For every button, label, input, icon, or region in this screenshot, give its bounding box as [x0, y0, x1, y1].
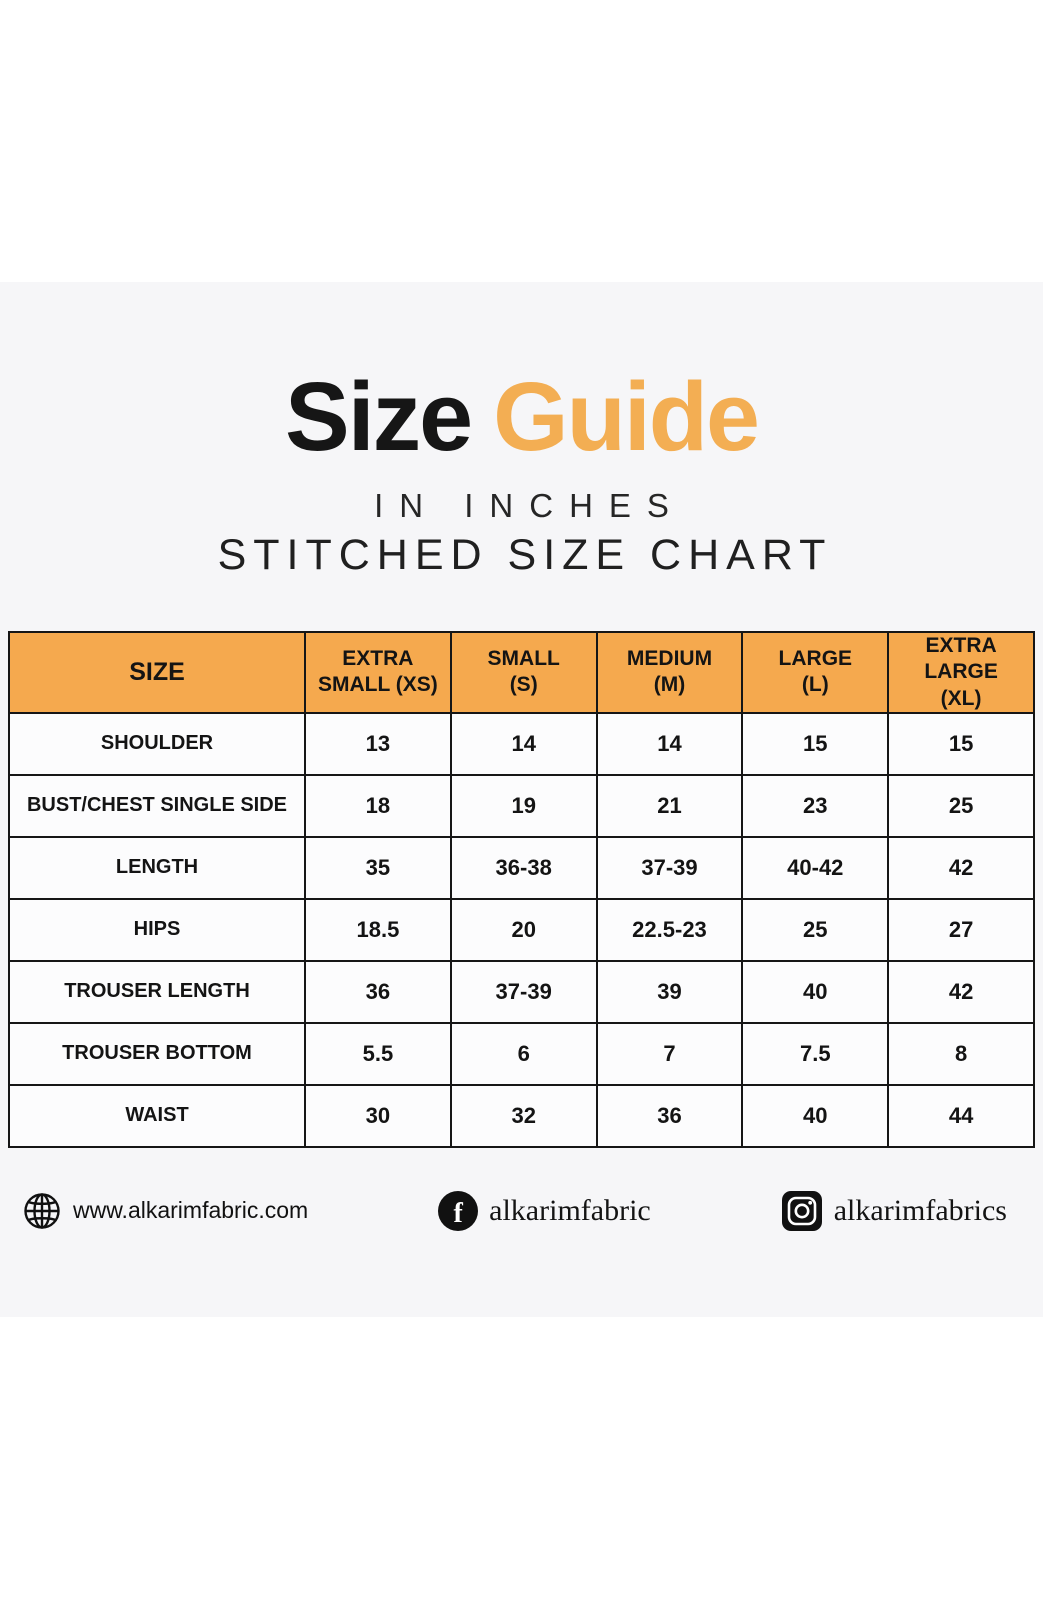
row-label: TROUSER BOTTOM — [8, 1021, 306, 1086]
content-band: Size Guide IN INCHES STITCHED SIZE CHART … — [0, 282, 1043, 1317]
size-value: 40-42 — [741, 835, 890, 900]
row-label: SHOULDER — [8, 711, 306, 776]
size-value: 6 — [449, 1021, 598, 1086]
size-value: 23 — [741, 773, 890, 838]
title-word-guide: Guide — [493, 362, 760, 471]
size-value: 39 — [595, 959, 744, 1024]
size-value: 13 — [304, 711, 452, 776]
column-header-size: SIZE — [8, 631, 306, 714]
footer: www.alkarimfabric.com f alkarimfabric — [22, 1190, 1007, 1232]
title-block: Size Guide IN INCHES STITCHED SIZE CHART — [0, 282, 1043, 577]
size-value: 42 — [887, 959, 1035, 1024]
size-value: 8 — [887, 1021, 1035, 1086]
table-row-hips: HIPS 18.5 20 22.5-23 25 27 — [8, 897, 1035, 962]
facebook-icon: f — [438, 1190, 479, 1231]
table-row-trouser-bottom: TROUSER BOTTOM 5.5 6 7 7.5 8 — [8, 1021, 1035, 1086]
instagram-link: alkarimfabrics — [781, 1190, 1007, 1232]
subtitle-stitched-size-chart: STITCHED SIZE CHART — [217, 531, 833, 579]
header-row: SIZE EXTRA SMALL (XS) SMALL (S) MEDIUM (… — [8, 631, 1035, 714]
size-value: 19 — [449, 773, 598, 838]
size-value: 27 — [887, 897, 1035, 962]
size-chart-table: SIZE EXTRA SMALL (XS) SMALL (S) MEDIUM (… — [8, 631, 1035, 1148]
size-value: 37-39 — [449, 959, 598, 1024]
size-value: 36-38 — [449, 835, 598, 900]
size-value: 37-39 — [595, 835, 744, 900]
table-row-length: LENGTH 35 36-38 37-39 40-42 42 — [8, 835, 1035, 900]
row-label: BUST/CHEST SINGLE SIDE — [8, 773, 306, 838]
size-value: 7 — [595, 1021, 744, 1086]
row-label: WAIST — [8, 1083, 306, 1148]
size-value: 22.5-23 — [595, 897, 744, 962]
size-value: 36 — [304, 959, 452, 1024]
size-value: 15 — [741, 711, 890, 776]
instagram-handle: alkarimfabrics — [833, 1193, 1007, 1227]
size-value: 7.5 — [741, 1021, 890, 1086]
size-value: 25 — [741, 897, 890, 962]
size-value: 21 — [595, 773, 744, 838]
size-value: 40 — [741, 1083, 890, 1148]
size-value: 18.5 — [304, 897, 452, 962]
instagram-icon — [781, 1190, 823, 1232]
table-row-waist: WAIST 30 32 36 40 44 — [8, 1083, 1035, 1148]
size-value: 25 — [887, 773, 1035, 838]
size-value: 42 — [887, 835, 1035, 900]
column-header-extra-small: EXTRA SMALL (XS) — [304, 631, 452, 714]
size-value: 5.5 — [304, 1021, 452, 1086]
size-value: 18 — [304, 773, 452, 838]
row-label: HIPS — [8, 897, 306, 962]
title-word-size: Size — [285, 362, 473, 471]
size-value: 20 — [449, 897, 598, 962]
table-row-shoulder: SHOULDER 13 14 14 15 15 — [8, 711, 1035, 776]
subtitle-in-inches: IN INCHES — [374, 487, 685, 524]
size-value: 14 — [595, 711, 744, 776]
size-value: 30 — [304, 1083, 452, 1148]
website-link: www.alkarimfabric.com — [22, 1191, 308, 1231]
table-row-bust-chest: BUST/CHEST SINGLE SIDE 18 19 21 23 25 — [8, 773, 1035, 838]
size-value: 35 — [304, 835, 452, 900]
facebook-glyph: f — [453, 1197, 463, 1229]
column-header-small: SMALL (S) — [449, 631, 598, 714]
page-title: Size Guide — [0, 368, 1043, 465]
size-value: 44 — [887, 1083, 1035, 1148]
website-url: www.alkarimfabric.com — [73, 1197, 309, 1224]
size-value: 40 — [741, 959, 890, 1024]
column-header-medium: MEDIUM (M) — [595, 631, 744, 714]
size-value: 36 — [595, 1083, 744, 1148]
facebook-handle: alkarimfabric — [489, 1193, 651, 1227]
column-header-large: LARGE (L) — [741, 631, 890, 714]
facebook-link: f alkarimfabric — [438, 1190, 651, 1231]
size-value: 14 — [449, 711, 598, 776]
size-value: 32 — [449, 1083, 598, 1148]
row-label: TROUSER LENGTH — [8, 959, 306, 1024]
size-value: 15 — [887, 711, 1035, 776]
table-row-trouser-length: TROUSER LENGTH 36 37-39 39 40 42 — [8, 959, 1035, 1024]
column-header-extra-large: EXTRA LARGE (XL) — [887, 631, 1035, 714]
row-label: LENGTH — [8, 835, 306, 900]
globe-icon — [22, 1191, 62, 1231]
